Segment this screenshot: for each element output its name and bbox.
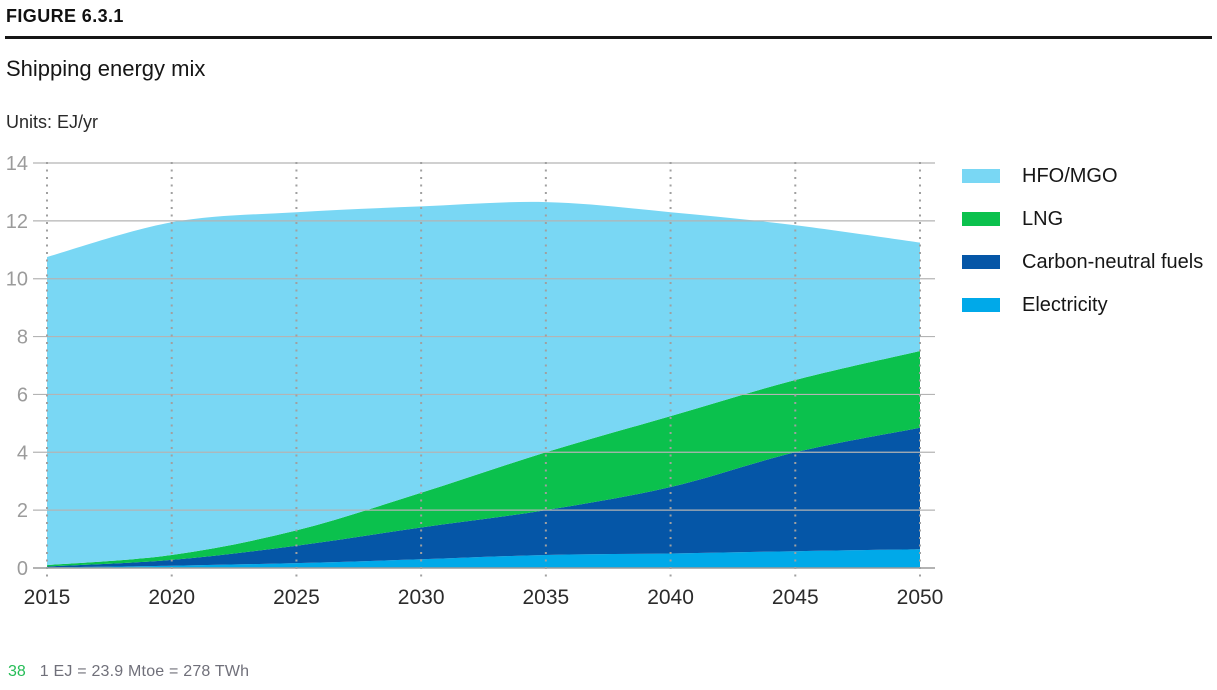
legend-item-lng: LNG	[962, 207, 1203, 231]
y-tick-label: 8	[17, 327, 28, 349]
x-tick-label: 2015	[24, 586, 71, 609]
units-label: Units: EJ/yr	[6, 112, 99, 132]
legend-item-carbon-neutral-fuels: Carbon-neutral fuels	[962, 250, 1203, 274]
legend-label: Carbon-neutral fuels	[1022, 250, 1204, 273]
y-tick-label: 6	[17, 384, 28, 406]
x-tick-label: 2020	[148, 586, 195, 609]
page-number: 38	[8, 663, 26, 680]
page-title: Shipping energy mix	[6, 56, 206, 81]
stacked-area-chart: 0 2 4 6 8 10 12 14 2015 2020 2025 2030 2035 2040 2045 2…	[6, 153, 944, 609]
x-tick-label: 2025	[273, 586, 320, 609]
chart-legend: HFO/MGO LNG Carbon-neutral fuels Electricit…	[962, 164, 1203, 336]
x-tick-label: 2030	[398, 586, 445, 609]
y-tick-label: 12	[6, 211, 28, 233]
legend-label: LNG	[1022, 207, 1064, 230]
x-tick-label: 2035	[522, 586, 569, 609]
footer: 38 1 EJ = 23.9 Mtoe = 278 TWh	[8, 663, 249, 681]
area-series-lng	[47, 351, 920, 567]
legend-swatch	[962, 212, 1000, 226]
y-tick-label: 4	[17, 442, 28, 464]
title-rule	[5, 36, 1212, 39]
figure-label: FIGURE 6.3.1	[6, 6, 124, 26]
legend-swatch	[962, 255, 1000, 269]
y-tick-label: 2	[17, 500, 28, 522]
legend-item-electricity: Electricity	[962, 293, 1203, 317]
area-series-hfo-mgo	[47, 201, 920, 566]
legend-label: HFO/MGO	[1022, 164, 1118, 187]
area-series-carbon-neutral-fuels	[47, 427, 920, 568]
x-tick-label: 2040	[647, 586, 694, 609]
area-series-electricity	[47, 549, 920, 568]
legend-swatch	[962, 298, 1000, 312]
y-tick-label: 14	[6, 153, 28, 175]
x-tick-label: 2050	[897, 586, 944, 609]
unit-conversion-note: 1 EJ = 23.9 Mtoe = 278 TWh	[39, 663, 250, 680]
legend-item-hfo-mgo: HFO/MGO	[962, 164, 1203, 188]
legend-label: Electricity	[1022, 293, 1108, 316]
legend-swatch	[962, 169, 1000, 183]
y-tick-label: 0	[17, 558, 28, 580]
x-tick-label: 2045	[772, 586, 819, 609]
y-tick-label: 10	[6, 269, 28, 291]
